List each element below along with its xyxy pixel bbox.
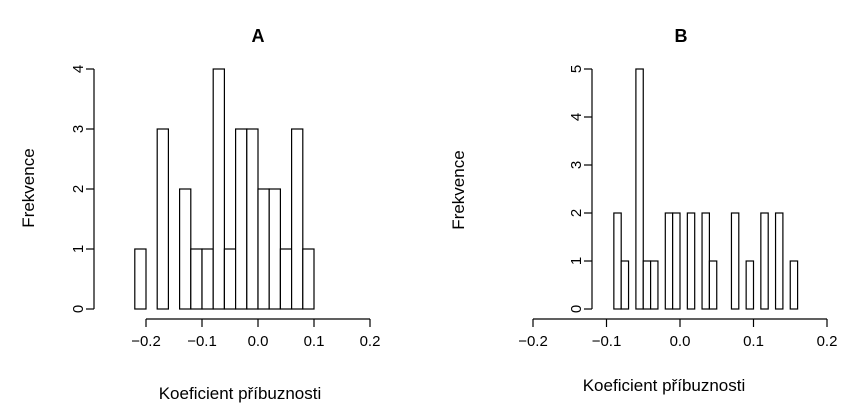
y-tick-label: 1 (70, 245, 87, 253)
histogram-bar-a-10 (246, 128, 259, 310)
histogram-bar-a-11 (257, 188, 270, 310)
y-tick-label: 2 (568, 209, 585, 217)
histogram-bar-a-9 (235, 128, 248, 310)
histogram-bar-b-3 (635, 68, 644, 310)
histogram-bar-a-5 (190, 248, 203, 310)
histogram-bar-b-4 (642, 260, 652, 310)
x-tick-label: 0.1 (743, 333, 764, 350)
histogram-bar-a-15 (302, 248, 315, 310)
histogram-bar-b-16 (730, 212, 740, 310)
x-tick-label: −0.2 (518, 333, 548, 350)
x-tick-label: 0.2 (360, 333, 381, 350)
y-axis-label: Frekvence (19, 148, 38, 227)
histogram-bar-a-12 (268, 188, 282, 310)
histogram-bar-b-5 (649, 260, 659, 310)
histogram-bar-a-2 (156, 128, 169, 310)
y-tick-label: 0 (568, 305, 585, 313)
histogram-bar-a-13 (279, 248, 293, 310)
x-tick-label: 0.0 (670, 333, 691, 350)
x-tick-label: −0.1 (187, 333, 217, 350)
histogram-bar-b-24 (789, 260, 799, 310)
histogram-bar-b-7 (664, 212, 674, 310)
chart-title: B (675, 26, 688, 46)
histogram-bar-b-12 (701, 212, 710, 310)
histogram-bar-a-14 (291, 128, 304, 310)
y-tick-label: 3 (568, 161, 585, 169)
x-tick-label: −0.2 (131, 333, 161, 350)
axes-group: −0.2 −0.1 0.0 0.1 0.2 0 1 2 3 4 (70, 65, 380, 350)
histogram-bar-b-13 (708, 260, 718, 310)
histogram-bar-b-10 (686, 212, 696, 310)
y-tick-label: 3 (70, 125, 87, 133)
histogram-bar-b-20 (760, 212, 769, 310)
y-tick-label: 1 (568, 257, 585, 265)
histogram-bar-b-8 (672, 212, 681, 310)
x-tick-label: 0.0 (248, 333, 269, 350)
panel-b: B Koeficient příbuznosti Frekvence −0.2−… (449, 26, 837, 395)
y-tick-label: 0 (70, 305, 87, 313)
panel-a: A Koeficient příbuznosti Frekvence −0.2−… (19, 26, 380, 403)
chart-title: A (252, 26, 265, 46)
bars-group (613, 68, 799, 310)
y-tick-label: 4 (568, 113, 585, 121)
x-tick-label: 0.2 (817, 333, 838, 350)
histogram-bar-b-18 (745, 260, 755, 310)
y-tick-label: 2 (70, 185, 87, 193)
axes-group: −0.2 −0.1 0.0 0.1 0.2 0 1 2 3 4 5 (518, 65, 837, 350)
x-axis-label: Koeficient příbuznosti (583, 376, 746, 395)
y-tick-label: 4 (70, 65, 87, 73)
histogram-bar-b-0 (613, 212, 622, 310)
histogram-bar-a-8 (223, 248, 237, 310)
histogram-bar-b-1 (620, 260, 630, 310)
y-axis-label: Frekvence (449, 150, 468, 229)
x-tick-label: −0.1 (592, 333, 622, 350)
bars-group (134, 68, 315, 310)
histogram-bar-a-7 (212, 68, 225, 310)
histogram-bar-b-22 (774, 212, 784, 310)
x-axis-label: Koeficient příbuznosti (159, 384, 322, 403)
y-tick-label: 5 (568, 65, 585, 73)
histogram-bar-a-6 (201, 248, 214, 310)
histogram-bar-a-0 (134, 248, 147, 310)
histogram-bar-a-4 (179, 188, 192, 310)
x-tick-label: 0.1 (304, 333, 325, 350)
